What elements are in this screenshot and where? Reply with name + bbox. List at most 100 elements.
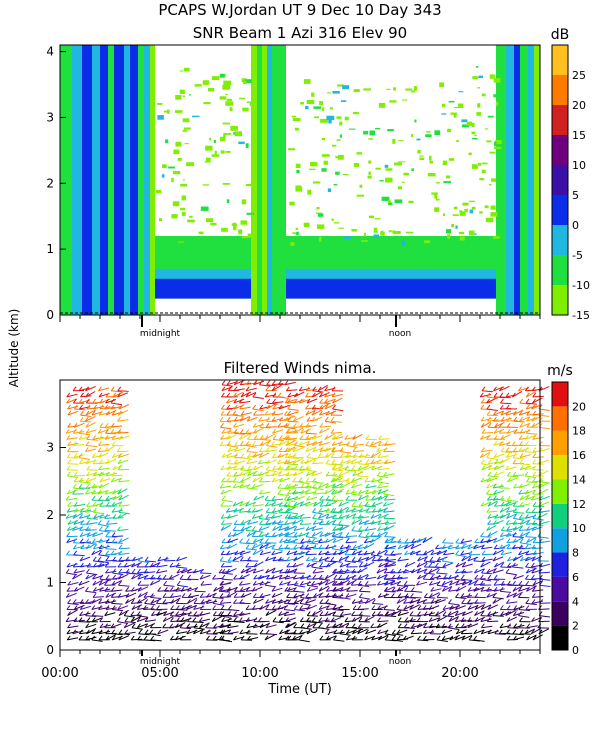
- wind-barb-flag: [320, 636, 323, 640]
- wind-barb: [247, 488, 258, 489]
- wind-barb-flag: [397, 606, 400, 610]
- snr-echo: [485, 128, 488, 129]
- wind-barb: [93, 512, 104, 513]
- snr-echo: [180, 184, 187, 187]
- wind-barb-flag: [488, 472, 491, 476]
- snr-colorbar-tick-label: 15: [572, 129, 586, 142]
- wind-barb: [288, 409, 299, 410]
- wind-barb-flag: [222, 381, 225, 385]
- snr-echo: [474, 135, 477, 137]
- wind-barb: [513, 458, 524, 460]
- wind-barb-flag: [435, 563, 438, 567]
- snr-echo: [426, 131, 430, 133]
- wind-barb-flag: [206, 636, 209, 640]
- wind-barb: [118, 391, 129, 392]
- wind-barb: [378, 468, 389, 469]
- snr-echo: [428, 173, 436, 176]
- snr-echo: [163, 238, 169, 242]
- wind-barb-flag: [404, 581, 407, 585]
- snr-echo: [354, 163, 359, 167]
- wind-barb-flag: [526, 599, 529, 603]
- wind-barb-flag: [294, 624, 297, 628]
- snr-echo: [333, 91, 340, 94]
- snr-y-tick-label: 2: [46, 176, 54, 190]
- wind-barb: [449, 603, 460, 605]
- snr-echo: [345, 117, 349, 121]
- wind-barb: [73, 445, 84, 446]
- wind-barb: [266, 512, 277, 513]
- winds-colorbar-tick-label: 18: [572, 425, 586, 438]
- snr-column: [138, 45, 144, 315]
- wind-barb: [411, 633, 422, 634]
- wind-barb-flag: [164, 581, 167, 585]
- wind-barb-flag: [332, 496, 335, 500]
- wind-barb-flag: [138, 581, 141, 585]
- snr-echo: [414, 120, 416, 123]
- wind-barb-flag: [227, 393, 230, 397]
- wind-barb-flag: [106, 551, 109, 555]
- snr-echo: [363, 131, 368, 135]
- snr-echo: [243, 81, 247, 84]
- snr-echo: [175, 142, 181, 147]
- snr-echo: [296, 228, 298, 230]
- wind-barb-flag: [221, 393, 224, 397]
- snr-echo: [459, 210, 462, 212]
- wind-barb: [312, 561, 323, 562]
- wind-barb-flag: [405, 539, 408, 543]
- snr-echo: [491, 206, 496, 210]
- snr-echo: [204, 102, 211, 104]
- wind-barb-flag: [221, 502, 224, 506]
- wind-barb: [513, 512, 524, 513]
- snr-echo: [469, 231, 475, 236]
- snr-echo: [300, 102, 304, 105]
- wind-barb-flag: [366, 435, 369, 439]
- wind-barb-flag: [456, 624, 459, 628]
- snr-echo: [386, 89, 390, 90]
- snr-echo: [436, 182, 440, 183]
- wind-barb: [300, 517, 311, 518]
- wind-barb-flag: [525, 472, 528, 476]
- wind-barb-flag: [252, 442, 255, 446]
- wind-barb-flag: [410, 618, 413, 622]
- snr-echo: [479, 76, 484, 78]
- snr-echo: [441, 113, 446, 114]
- wind-barb-flag: [307, 612, 310, 616]
- snr-echo: [403, 173, 409, 176]
- wind-barb-flag: [246, 545, 249, 549]
- snr-echo: [337, 139, 341, 141]
- wind-barb-flag: [488, 423, 491, 427]
- snr-echo: [472, 138, 478, 139]
- wind-barb-flag: [313, 508, 316, 512]
- wind-barb-flag: [85, 587, 88, 591]
- wind-barb-flag: [474, 636, 477, 640]
- wind-barb: [119, 512, 130, 514]
- wind-barb-flag: [512, 442, 515, 446]
- wind-barb-flag: [266, 630, 269, 634]
- wind-barb: [512, 391, 522, 397]
- snr-column: [534, 45, 540, 315]
- snr-column: [144, 45, 150, 315]
- wind-barb: [288, 421, 299, 422]
- snr-echo: [157, 103, 163, 105]
- wind-barb: [379, 439, 390, 440]
- wind-barb: [320, 426, 331, 427]
- winds-marker-midnight: midnight: [140, 657, 181, 667]
- wind-barb-flag: [273, 618, 276, 622]
- wind-barb: [384, 610, 395, 611]
- snr-echo: [458, 91, 463, 92]
- wind-barb-flag: [87, 618, 90, 622]
- wind-barb: [119, 548, 130, 549]
- wind-barb-flag: [86, 442, 89, 446]
- wind-barb-flag: [98, 557, 101, 561]
- wind-barb: [93, 597, 104, 598]
- wind-barb: [540, 603, 551, 604]
- snr-echo: [431, 192, 438, 194]
- wind-barb-flag: [180, 575, 183, 579]
- snr-echo: [317, 224, 324, 229]
- wind-barb: [221, 524, 232, 525]
- snr-echo: [322, 154, 330, 157]
- snr-echo: [411, 168, 414, 171]
